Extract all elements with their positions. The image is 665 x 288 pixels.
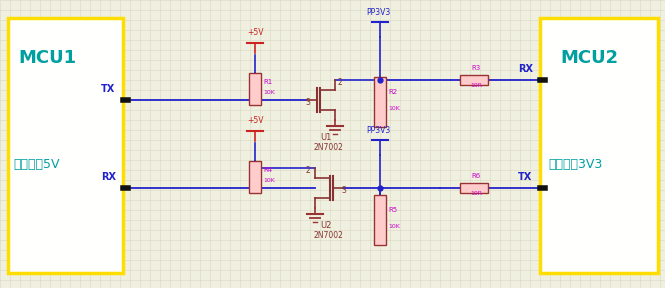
Text: PP3V3: PP3V3	[366, 8, 390, 17]
Text: 10R: 10R	[470, 83, 482, 88]
Text: TX: TX	[518, 172, 532, 182]
Text: TX: TX	[101, 84, 115, 94]
Bar	[249, 161, 261, 193]
Text: R6: R6	[471, 173, 480, 179]
Text: R3: R3	[471, 65, 480, 71]
Text: R4: R4	[263, 167, 272, 173]
Text: 10K: 10K	[263, 90, 275, 95]
Text: R2: R2	[388, 90, 397, 96]
Text: R1: R1	[263, 79, 272, 85]
Bar	[374, 77, 386, 127]
Text: 10K: 10K	[388, 105, 400, 111]
Bar	[460, 75, 488, 85]
Text: MCU1: MCU1	[18, 49, 76, 67]
Text: +5V: +5V	[247, 116, 263, 125]
Text: 2N7002: 2N7002	[313, 143, 343, 152]
Text: 10R: 10R	[470, 191, 482, 196]
Text: 工作电压5V: 工作电压5V	[13, 158, 59, 171]
Text: PP3V3: PP3V3	[366, 126, 390, 135]
Bar	[374, 195, 386, 245]
Text: 3: 3	[341, 186, 346, 195]
Bar	[540, 18, 658, 273]
Text: 工作电压3V3: 工作电压3V3	[548, 158, 602, 171]
Text: MCU2: MCU2	[560, 49, 618, 67]
Text: 2: 2	[337, 78, 342, 87]
Bar	[460, 183, 488, 193]
Text: +5V: +5V	[247, 28, 263, 37]
Text: RX: RX	[101, 172, 116, 182]
Text: 2N7002: 2N7002	[313, 231, 343, 240]
Text: U2: U2	[320, 221, 331, 230]
Text: 2: 2	[305, 166, 310, 175]
Text: R5: R5	[388, 207, 397, 213]
Text: U1: U1	[320, 133, 331, 142]
Text: 3: 3	[305, 98, 310, 107]
Text: 10K: 10K	[263, 178, 275, 183]
Bar	[249, 73, 261, 105]
Bar	[8, 18, 123, 273]
Text: RX: RX	[518, 64, 533, 74]
Text: 10K: 10K	[388, 223, 400, 228]
